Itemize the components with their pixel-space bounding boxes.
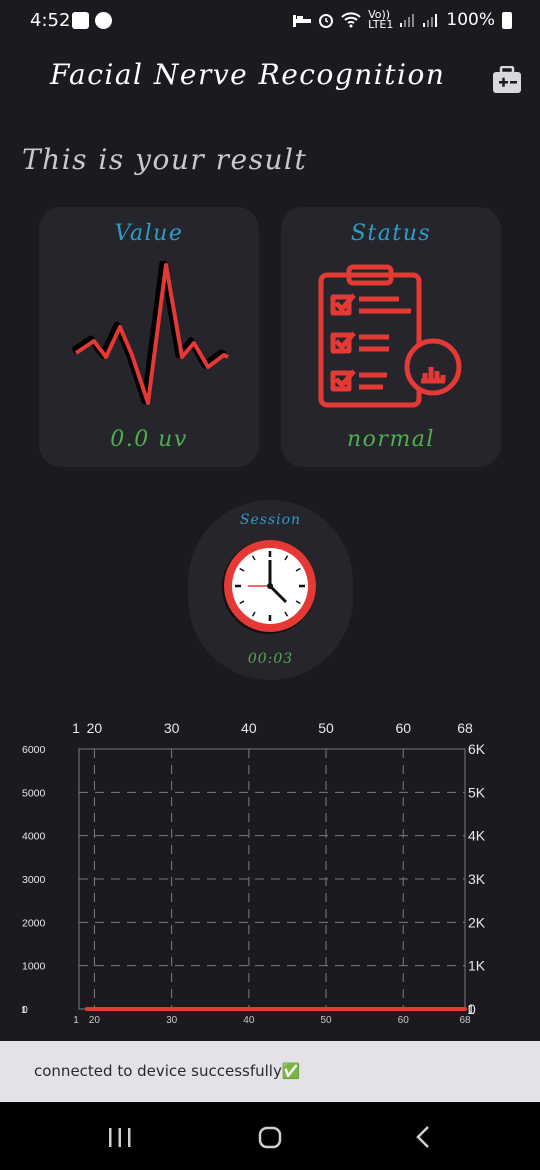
sleep-mode-icon [293,15,312,27]
back-icon[interactable] [414,1125,434,1151]
x-tick-label-bottom: 20 [89,1015,101,1026]
medical-kit-icon[interactable] [492,66,522,94]
session-time: 00:03 [247,651,294,667]
x-tick-label-bottom: 40 [243,1015,255,1026]
status-bar: 4:52 Vo)) LTE1 100% [0,0,540,42]
y-tick-label-left-overlap: 1 [21,1004,27,1016]
y-tick-label-right-overlap: 1 [467,1001,475,1017]
x-tick-label-bottom: 60 [398,1015,410,1026]
status-card: Status normal [281,207,501,467]
y-tick-label-left: 1000 [22,961,46,973]
y-tick-label-right: 5K [468,784,486,800]
x-tick-label-bottom: 50 [320,1015,332,1026]
x-tick-label-top-overlap: 1 [72,720,80,736]
gallery-notification-icon [72,12,89,29]
y-tick-label-right: 3K [468,871,486,887]
recent-apps-icon[interactable] [108,1126,132,1150]
x-tick-label-bottom: 68 [459,1015,471,1026]
y-tick-label-right: 0 [468,1001,476,1017]
signal-icon-2 [423,14,438,27]
session-card: Session 00:03 [188,500,353,680]
signal-chart: 20 30 40 50 60 68 1 20 30 40 50 60 68 1 6000 5000 4000 30… [0,712,540,1032]
status-left-icons [72,12,112,29]
x-tick-label-bottom: 30 [166,1015,178,1026]
signal-icon-1 [400,14,415,27]
x-tick-label-top: 50 [318,720,334,736]
app-title: Facial Nerve Recognition [50,58,446,91]
x-tick-label-top: 20 [87,720,103,736]
y-tick-label-left: 0 [22,1004,28,1016]
status-right-icons: Vo)) LTE1 100% [293,8,512,31]
y-tick-label-left: 6000 [22,744,46,756]
clock-icon [222,540,316,634]
status-reading: normal [347,427,435,452]
clipboard-chart-icon [318,264,462,408]
volte-indicator: Vo)) LTE1 [368,8,394,31]
value-card-title: Value [114,221,184,246]
status-time: 4:52 [30,10,71,31]
y-tick-label-right: 6K [468,741,486,757]
y-tick-label-right: 4K [468,828,486,844]
x-tick-label-bottom-overlap: 1 [73,1015,79,1026]
home-icon[interactable] [258,1125,284,1151]
value-reading: 0.0 uv [110,427,188,452]
value-card: Value 0.0 uv [39,207,259,467]
volte-bottom-label: LTE1 [368,18,394,31]
battery-percent: 100% [446,10,495,30]
heartbeat-icon [72,261,229,405]
y-tick-label-right: 2K [468,914,486,930]
status-card-title: Status [350,221,432,246]
y-tick-label-left: 4000 [22,831,46,843]
y-tick-label-left: 3000 [22,874,46,886]
wifi-icon [341,12,361,28]
session-title: Session [239,512,302,528]
y-tick-label-left: 2000 [22,917,46,929]
y-tick-label-right: 1K [468,958,486,974]
y-tick-label-left: 5000 [22,787,46,799]
alarm-icon [319,14,334,28]
toast-snackbar: connected to device successfully✅ [0,1041,540,1102]
navigation-bar [0,1102,540,1170]
volte-top-label: Vo)) [368,8,391,21]
screen-record-icon [95,12,112,29]
toast-message: connected to device successfully✅ [34,1062,301,1080]
battery-icon [502,11,512,29]
x-tick-label-top: 60 [395,720,411,736]
x-tick-label-top: 40 [241,720,257,736]
x-tick-label-top: 68 [457,720,473,736]
result-heading: This is your result [22,143,308,176]
x-tick-label-top: 30 [164,720,180,736]
